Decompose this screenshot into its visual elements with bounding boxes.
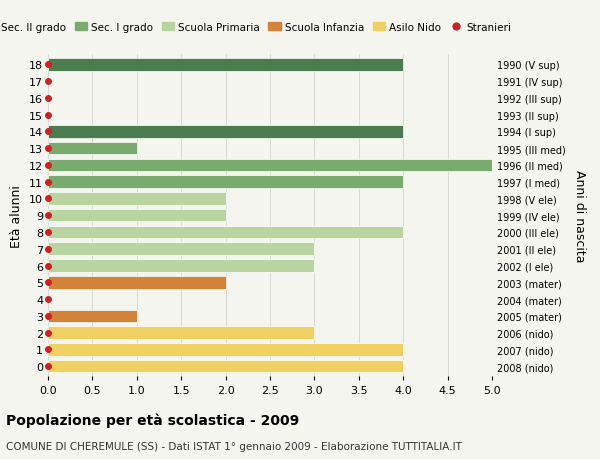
Bar: [48, 327, 314, 339]
Text: COMUNE DI CHEREMULE (SS) - Dati ISTAT 1° gennaio 2009 - Elaborazione TUTTITALIA.: COMUNE DI CHEREMULE (SS) - Dati ISTAT 1°…: [6, 441, 462, 451]
Bar: [48, 59, 403, 72]
Bar: [48, 360, 403, 373]
Bar: [48, 142, 137, 155]
Bar: [48, 176, 403, 189]
Bar: [48, 260, 314, 272]
Bar: [48, 310, 137, 322]
Bar: [48, 243, 314, 256]
Text: Popolazione per età scolastica - 2009: Popolazione per età scolastica - 2009: [6, 413, 299, 428]
Bar: [48, 193, 226, 205]
Legend: Sec. II grado, Sec. I grado, Scuola Primaria, Scuola Infanzia, Asilo Nido, Stran: Sec. II grado, Sec. I grado, Scuola Prim…: [0, 18, 515, 37]
Y-axis label: Età alunni: Età alunni: [10, 185, 23, 247]
Bar: [48, 159, 492, 172]
Bar: [48, 126, 403, 138]
Bar: [48, 276, 226, 289]
Y-axis label: Anni di nascita: Anni di nascita: [574, 169, 586, 262]
Bar: [48, 343, 403, 356]
Bar: [48, 226, 403, 239]
Bar: [48, 209, 226, 222]
